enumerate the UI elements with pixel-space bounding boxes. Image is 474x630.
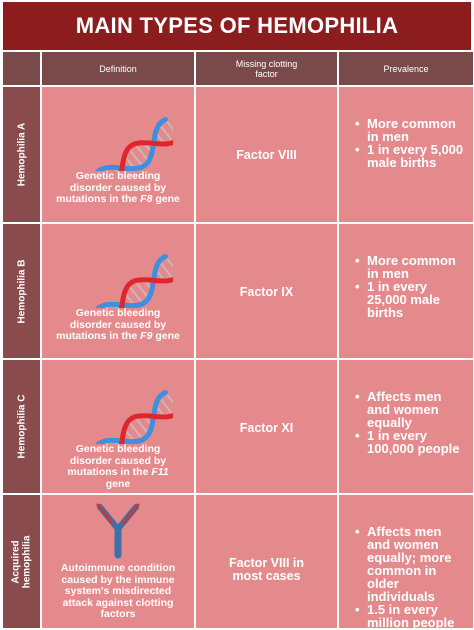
definition-cell: Genetic bleeding disorder caused by muta… xyxy=(42,360,194,493)
prevalence-list: More common in men1 in every 25,000 male… xyxy=(355,254,465,319)
definition: Genetic bleeding disorder caused by muta… xyxy=(56,307,167,342)
definition-cell: Genetic bleeding disorder caused by muta… xyxy=(42,224,194,358)
gene-suffix: gene xyxy=(105,477,131,490)
definition-text: Autoimmune condition caused by the immun… xyxy=(56,562,180,621)
definition-cell: Genetic bleeding disorder caused by muta… xyxy=(42,87,194,222)
factor-cell: Factor VIII in most cases xyxy=(196,495,337,628)
prevalence-list: More common in men1 in every 5,000 male … xyxy=(355,117,465,169)
prevalence-item: More common in men xyxy=(355,117,465,143)
definition-cell: Autoimmune condition caused by the immun… xyxy=(42,495,194,628)
prevalence-item: 1 in every 25,000 male births xyxy=(355,280,465,319)
row-label: Hemophilia B xyxy=(3,224,40,358)
definition-text: Genetic bleeding disorder caused by muta… xyxy=(56,170,180,206)
prevalence-cell: More common in men1 in every 5,000 male … xyxy=(339,87,473,222)
gene: F8 xyxy=(140,193,153,205)
table: Definition Missing clotting factor Prevale… xyxy=(3,52,473,629)
column-header: Missing clotting factor xyxy=(196,52,337,85)
prevalence-cell: Affects men and women equally; more comm… xyxy=(339,495,473,629)
definition: Autoimmune condition caused by the immun… xyxy=(60,562,176,620)
dna-icon xyxy=(88,390,173,444)
row-label-text: Acquired hemophilia xyxy=(10,535,33,588)
definition-text: Genetic bleeding disorder caused by muta… xyxy=(56,443,180,490)
dna-icon xyxy=(88,254,173,308)
row-label: Acquired hemophilia xyxy=(3,495,40,628)
row-label-text: Hemophilia A xyxy=(16,122,27,187)
prevalence-item: 1 in every 100,000 people xyxy=(355,429,465,455)
prevalence-item: 1.5 in every million people xyxy=(355,603,465,629)
prevalence-list: Affects men and women equally; more comm… xyxy=(355,525,465,629)
definition: Genetic bleeding disorder caused by muta… xyxy=(56,170,167,205)
factor: Factor IX xyxy=(239,285,294,299)
antibody-icon xyxy=(96,503,140,559)
row-label: Hemophilia C xyxy=(3,360,40,493)
column-header: Prevalence xyxy=(339,52,473,85)
column-header: Definition xyxy=(42,52,194,85)
prevalence-cell: More common in men1 in every 25,000 male… xyxy=(339,224,473,358)
dna-icon xyxy=(88,117,173,171)
row-label-text: Hemophilia B xyxy=(16,259,27,323)
prevalence-item: Affects men and women equally xyxy=(355,390,465,429)
factor-cell: Factor IX xyxy=(196,224,337,358)
definition: Genetic bleeding disorder caused by muta… xyxy=(67,443,167,478)
gene-suffix: gene xyxy=(155,330,180,342)
factor: Factor VIII xyxy=(236,148,297,162)
title: MAIN TYPES OF HEMOPHILIA xyxy=(3,2,471,50)
factor-cell: Factor XI xyxy=(196,360,337,493)
factor-cell: Factor VIII xyxy=(196,87,337,222)
prevalence-list: Affects men and women equally1 in every … xyxy=(355,390,465,455)
row-label-text: Hemophilia C xyxy=(16,394,27,459)
definition-text: Genetic bleeding disorder caused by muta… xyxy=(56,307,180,343)
corner-cell xyxy=(3,52,40,85)
row-label: Hemophilia A xyxy=(3,87,40,222)
prevalence-item: More common in men xyxy=(355,254,465,280)
prevalence-item: 1 in every 5,000 male births xyxy=(355,143,465,169)
factor: Factor XI xyxy=(239,421,294,435)
gene: F11 xyxy=(151,466,169,478)
factor: Factor VIII in most cases xyxy=(228,556,304,583)
prevalence-cell: Affects men and women equally1 in every … xyxy=(339,360,473,493)
gene-suffix: gene xyxy=(155,193,180,205)
prevalence-item: Affects men and women equally; more comm… xyxy=(355,525,465,603)
gene: F9 xyxy=(140,330,153,342)
